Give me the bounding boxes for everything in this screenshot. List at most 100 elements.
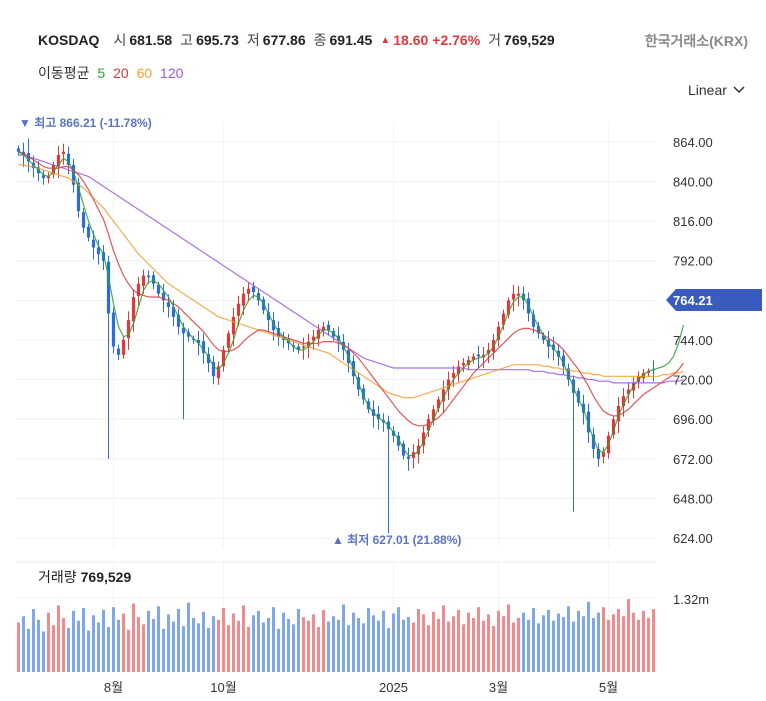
volume-bar-96 [497, 610, 500, 672]
volume-bar-18 [107, 627, 110, 672]
volume-bar-49 [262, 622, 265, 672]
candle-body-100 [516, 293, 521, 296]
volume-bar-7 [52, 625, 55, 672]
volume-bar-39 [212, 616, 215, 672]
volume-bar-32 [177, 609, 180, 672]
candle-body-14 [86, 226, 91, 238]
volume-bar-65 [342, 604, 345, 672]
volume-bar-5 [42, 631, 45, 672]
ma60-line [18, 164, 684, 399]
volume-bar-119 [612, 614, 615, 672]
candle-body-6 [46, 176, 51, 179]
volume-bar-68 [357, 618, 360, 672]
candle-body-46 [246, 288, 251, 294]
volume-bar-115 [592, 618, 595, 672]
candle-body-94 [486, 349, 491, 354]
scale-dropdown[interactable]: Linear [688, 82, 745, 98]
candle-body-76 [396, 435, 401, 446]
volume-bar-122 [627, 599, 630, 672]
candle-body-28 [156, 284, 161, 294]
candle-body-99 [511, 293, 516, 300]
volume-bar-36 [197, 623, 200, 672]
candle-body-125 [641, 372, 646, 379]
candle-body-0 [16, 148, 21, 152]
candle-body-32 [176, 314, 181, 327]
candle-body-36 [196, 339, 201, 344]
volume-bar-31 [172, 621, 175, 672]
volume-bar-91 [472, 618, 475, 672]
ma5-line [18, 151, 685, 457]
volume-bar-90 [467, 612, 470, 672]
volume-bar-57 [302, 617, 305, 672]
ma-legend-20[interactable]: 20 [113, 65, 129, 81]
candle-body-89 [461, 363, 466, 366]
y-tick-label-7: 696.00 [673, 412, 713, 427]
volume-bar-2 [27, 628, 30, 672]
candle-body-78 [406, 456, 411, 459]
ma-legend-60[interactable]: 60 [136, 65, 153, 81]
candle-body-103 [531, 314, 536, 327]
candle-body-119 [611, 419, 616, 435]
volume-bar-43 [232, 613, 235, 672]
y-tick-label-8: 672.00 [673, 452, 713, 467]
volume-bar-9 [62, 618, 65, 672]
volume-bar-104 [537, 623, 540, 672]
candle-body-11 [71, 164, 76, 185]
close-label: 종 [313, 32, 327, 48]
volume-bar-94 [487, 614, 490, 672]
current-price-tag: 764.21 [666, 289, 762, 311]
volume-bar-116 [597, 612, 600, 672]
change-value: 18.60 [393, 32, 429, 48]
candle-body-22 [126, 320, 131, 338]
volume-bar-127 [652, 609, 655, 672]
volume-bar-51 [272, 607, 275, 672]
volume-bar-113 [582, 616, 585, 672]
candle-body-87 [451, 372, 456, 378]
symbol: KOSDAQ [38, 32, 100, 48]
candle-body-8 [56, 155, 61, 166]
candle-body-21 [121, 339, 126, 355]
candle-body-19 [111, 312, 116, 347]
x-axis: 8월 10월 2025 3월 5월 [104, 680, 618, 695]
volume-bar-47 [252, 615, 255, 672]
ma-legend-5[interactable]: 5 [97, 65, 106, 81]
candle-body-25 [141, 275, 146, 286]
ma-legend-120[interactable]: 120 [160, 65, 184, 81]
volume-bar-92 [477, 607, 480, 672]
candle-body-88 [456, 366, 461, 374]
low-annotation: ▲ 최저 627.01 (21.88%) [332, 532, 461, 547]
chevron-down-icon [733, 86, 745, 94]
volume-bar-28 [157, 606, 160, 672]
volume-bar-56 [297, 609, 300, 672]
volume-bar-17 [102, 609, 105, 672]
high-label: 고 [180, 32, 194, 48]
candle-body-122 [626, 389, 631, 395]
candle-body-97 [501, 313, 506, 325]
volume-bar-100 [517, 618, 520, 672]
moving-averages [18, 151, 685, 457]
candle-body-20 [116, 348, 121, 355]
candle-body-62 [326, 324, 331, 331]
x-tick-label-0: 8월 [104, 680, 123, 695]
candle-body-105 [541, 335, 546, 340]
y-tick-label-6: 720.00 [673, 373, 713, 388]
candle-body-31 [171, 306, 176, 317]
high-value: 695.73 [196, 32, 239, 48]
y-tick-label-9: 648.00 [673, 491, 713, 506]
high-annotation: ▼ 최고 866.21 (-11.78%) [19, 115, 152, 130]
candle-body-45 [241, 293, 246, 306]
candle-body-120 [616, 406, 621, 422]
volume-bar-82 [427, 625, 430, 672]
volume-bar-89 [462, 624, 465, 672]
candle-body-59 [311, 336, 316, 341]
close-value: 691.45 [329, 32, 373, 48]
volume-bar-110 [567, 606, 570, 672]
volume-bar-77 [402, 619, 405, 672]
candle-body-34 [186, 332, 191, 337]
volume-panel-label: 거래량 [38, 569, 77, 585]
volume-bar-59 [312, 614, 315, 672]
candle-body-86 [446, 379, 451, 390]
volume-bar-45 [242, 605, 245, 672]
volume-bar-85 [442, 605, 445, 672]
